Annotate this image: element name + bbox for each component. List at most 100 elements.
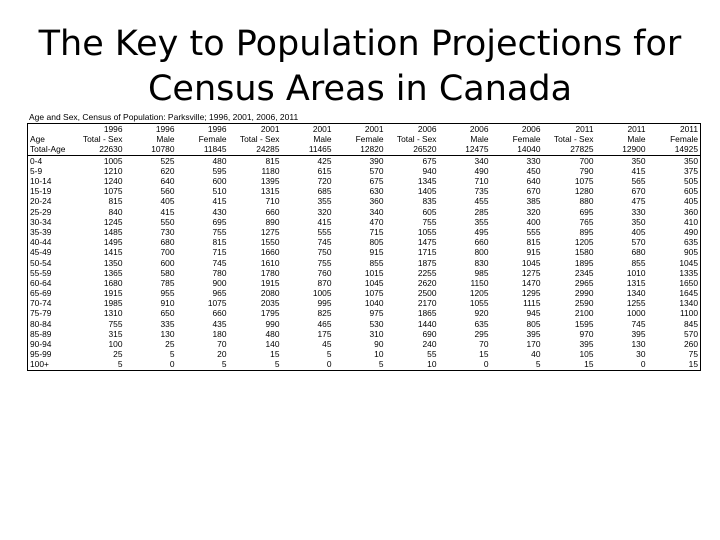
table-row: 5-9 1210 620 595 1180 615 570 940 490 450 790 415 37… (27, 165, 701, 176)
table-cell: 1315 (260, 186, 280, 197)
table-cell: 1100 (647, 308, 701, 319)
table-cell: 635 (474, 318, 489, 329)
table-cell: 2500 (417, 288, 437, 299)
table-cell: 1650 (647, 277, 701, 288)
table-cell: 2170 (417, 298, 437, 309)
table-row: 75-79 1310 650 660 1795 825 975 1865 920 945 2100 1… (27, 308, 701, 319)
table-cell: 1275 (260, 226, 280, 237)
table-cell: 355 (317, 196, 332, 207)
table-cell: 70 (217, 339, 227, 350)
table-cell: 180 (212, 328, 227, 339)
table-cell: 1115 (523, 298, 541, 309)
table-cell: 605 (422, 206, 437, 217)
table-cell: 815 (526, 237, 541, 248)
year-header: 2006 (385, 123, 439, 135)
sex-header: Total - Sex (396, 134, 437, 145)
table-cell: 695 (212, 216, 227, 227)
table-cell: 75 (647, 349, 701, 360)
sex-header: Total - Sex (239, 134, 280, 145)
table-cell: 830 (474, 257, 489, 268)
table-cell: 825 (317, 308, 332, 319)
table-cell: 1045 (364, 277, 384, 288)
age-label: 70-74 (27, 298, 72, 309)
table-cell: 1340 (626, 288, 646, 299)
table-cell: 40 (531, 349, 541, 360)
table-cell: 570 (647, 328, 701, 339)
sex-header: Female (647, 134, 701, 145)
year-header: 2011 (647, 123, 701, 135)
table-cell: 1010 (626, 267, 646, 278)
table-cell: 360 (647, 206, 701, 217)
table-cell: 760 (317, 267, 332, 278)
table-cell: 10780 (124, 144, 177, 156)
table-cell: 1895 (574, 257, 594, 268)
table-cell: 1005 (312, 288, 332, 299)
table-cell: 260 (647, 338, 701, 350)
table-cell: 12900 (595, 144, 648, 156)
table-cell: 455 (474, 196, 489, 207)
table-cell: 2345 (574, 267, 594, 278)
table-cell: 600 (160, 257, 175, 268)
table-cell: 1415 (103, 247, 123, 258)
table-cell: 750 (317, 247, 332, 258)
age-label: 60-64 (27, 277, 72, 288)
table-cell: 395 (631, 328, 646, 339)
year-header: 1996 (71, 123, 125, 135)
year-header: 2006 (438, 123, 491, 135)
table-cell: 745 (212, 257, 227, 268)
table-cell: 355 (474, 216, 489, 227)
table-caption: Age and Sex, Census of Population: Parks… (29, 112, 299, 122)
table-cell: 1405 (417, 186, 437, 197)
table-cell: 640 (526, 176, 541, 187)
age-label: 50-54 (27, 257, 72, 268)
table-cell: 2965 (574, 277, 594, 288)
table-cell: 5 (333, 359, 386, 371)
table-cell: 735 (474, 186, 489, 197)
sex-header: Female (512, 134, 541, 145)
table-row: 70-74 1985 910 1075 2035 995 1040 2170 1055 1115 2… (27, 298, 701, 309)
table-cell: 12475 (438, 144, 491, 156)
table-cell: 815 (265, 155, 280, 166)
table-cell: 670 (631, 186, 646, 197)
table-cell: 745 (631, 318, 646, 329)
table-cell: 870 (317, 277, 332, 288)
table-cell: 595 (212, 165, 227, 176)
table-cell: 1580 (574, 247, 594, 258)
table-cell: 745 (317, 237, 332, 248)
table-cell: 805 (369, 237, 384, 248)
age-label: Total-Age (27, 144, 72, 156)
table-cell: 100 (108, 339, 123, 350)
table-row: 100+ 5 0 5 5 0 5 10 0 5 15 0 15 (27, 359, 701, 371)
age-label: 45-49 (27, 247, 72, 258)
table-cell: 130 (160, 328, 175, 339)
table-cell: 615 (317, 165, 332, 176)
table-cell: 1255 (626, 298, 646, 309)
table-cell: 480 (212, 155, 227, 166)
table-row: 95-99 25 5 20 15 5 10 55 15 40 105 30 75 (27, 349, 701, 360)
total-age-row: Total-Age 22630 10780 11845 24285 11465 12820 2… (27, 144, 701, 156)
age-label: 40-44 (27, 237, 72, 248)
table-cell: 1495 (103, 237, 123, 248)
table-cell: 1915 (260, 277, 280, 288)
table-cell: 1780 (260, 267, 280, 278)
table-cell: 55 (427, 349, 437, 360)
table-cell: 470 (369, 216, 384, 227)
population-table: 1996 1996 1996 2001 2001 2001 2006 2006 2006 2011… (27, 123, 701, 371)
table-cell: 630 (369, 186, 384, 197)
table-row: 30-34 1245 550 695 890 415 470 755 355 400 765 350 4… (27, 216, 701, 227)
table-cell: 580 (160, 267, 175, 278)
table-cell: 295 (474, 328, 489, 339)
table-cell: 730 (160, 226, 175, 237)
age-label: 15-19 (27, 186, 72, 197)
table-cell: 550 (160, 216, 175, 227)
table-cell: 25 (113, 349, 123, 360)
table-cell: 70 (479, 339, 489, 350)
year-header: 2001 (281, 123, 334, 135)
table-cell: 1795 (260, 308, 280, 319)
slide-title: The Key to Population Projections for Ce… (0, 22, 720, 112)
table-cell: 1985 (103, 298, 123, 309)
table-cell: 985 (474, 267, 489, 278)
table-cell: 1875 (417, 257, 437, 268)
table-cell: 970 (579, 328, 594, 339)
table-cell: 715 (212, 247, 227, 258)
